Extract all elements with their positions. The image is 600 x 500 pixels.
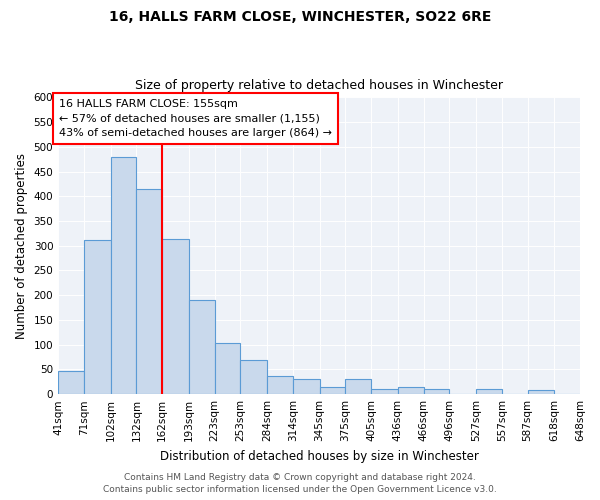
Text: Contains HM Land Registry data © Crown copyright and database right 2024.
Contai: Contains HM Land Registry data © Crown c… xyxy=(103,472,497,494)
Y-axis label: Number of detached properties: Number of detached properties xyxy=(15,153,28,339)
Bar xyxy=(58,372,84,394)
Text: 16, HALLS FARM CLOSE, WINCHESTER, SO22 6RE: 16, HALLS FARM CLOSE, WINCHESTER, SO22 6… xyxy=(109,10,491,24)
Bar xyxy=(371,389,398,394)
Bar xyxy=(241,360,267,394)
Text: 16 HALLS FARM CLOSE: 155sqm
← 57% of detached houses are smaller (1,155)
43% of : 16 HALLS FARM CLOSE: 155sqm ← 57% of det… xyxy=(59,99,332,138)
Bar xyxy=(346,380,371,394)
Bar xyxy=(110,156,136,394)
Bar xyxy=(136,189,162,394)
Bar xyxy=(398,388,424,394)
Bar xyxy=(189,300,215,394)
Bar xyxy=(527,390,554,394)
Bar xyxy=(162,239,189,394)
Bar xyxy=(267,376,293,394)
Title: Size of property relative to detached houses in Winchester: Size of property relative to detached ho… xyxy=(135,79,503,92)
X-axis label: Distribution of detached houses by size in Winchester: Distribution of detached houses by size … xyxy=(160,450,479,462)
Bar xyxy=(320,388,346,394)
Bar xyxy=(424,389,449,394)
Bar xyxy=(293,380,320,394)
Bar xyxy=(215,342,241,394)
Bar xyxy=(84,240,110,394)
Bar xyxy=(476,389,502,394)
